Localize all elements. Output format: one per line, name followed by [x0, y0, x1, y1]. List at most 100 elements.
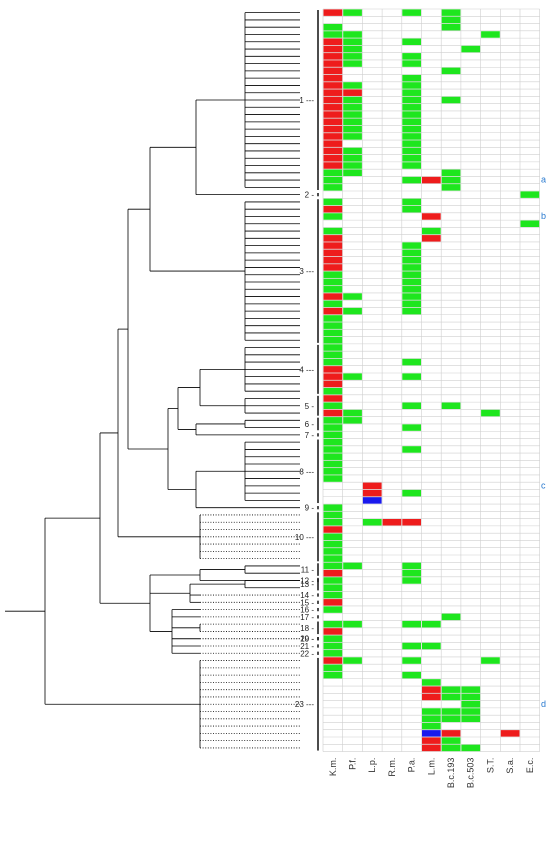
- heatmap-cell: [323, 584, 343, 591]
- heatmap-cell: [441, 16, 461, 24]
- heatmap-cell: [323, 38, 343, 45]
- heatmap-cell: [323, 242, 343, 249]
- heatmap-cell: [402, 111, 421, 118]
- heatmap-cell: [323, 591, 343, 599]
- heatmap-cell: [323, 424, 343, 431]
- heatmap-cell: [441, 737, 461, 744]
- heatmap-cell: [323, 562, 343, 570]
- heatmap-cell: [323, 650, 343, 657]
- heatmap-cell: [402, 271, 421, 278]
- heatmap-cell: [520, 220, 540, 227]
- heatmap-cell: [323, 23, 343, 31]
- heatmap-grid: [322, 8, 541, 752]
- heatmap-cell: [481, 657, 500, 664]
- heatmap-cell: [461, 686, 481, 693]
- heatmap-cell: [343, 169, 362, 177]
- heatmap-cell: [323, 671, 343, 679]
- heatmap-cell: [323, 169, 343, 177]
- heatmap-cell: [461, 715, 481, 723]
- heatmap-cell: [323, 198, 343, 206]
- heatmap-cell: [402, 162, 421, 169]
- heatmap-cell: [441, 708, 461, 715]
- heatmap-cell: [422, 730, 441, 737]
- heatmap-cell: [461, 45, 481, 53]
- heatmap-cell: [323, 74, 343, 82]
- heatmap-cell: [323, 664, 343, 672]
- heatmap-cell: [323, 344, 343, 351]
- heatmap-cell: [422, 744, 441, 752]
- heatmap-cell: [422, 693, 441, 701]
- heatmap-cell: [362, 497, 382, 504]
- heatmap-cell: [323, 125, 343, 133]
- heatmap-cell: [323, 9, 343, 16]
- heatmap-cell: [461, 693, 481, 701]
- heatmap-cell: [323, 147, 343, 155]
- heatmap-cell: [441, 184, 461, 191]
- heatmap-cell: [402, 155, 421, 162]
- heatmap-cell: [343, 155, 362, 162]
- heatmap-cell: [343, 162, 362, 169]
- heatmap-cell: [323, 82, 343, 89]
- heatmap-cell: [323, 286, 343, 293]
- heatmap-cell: [402, 264, 421, 271]
- heatmap-cell: [323, 657, 343, 664]
- heatmap-cell: [323, 104, 343, 111]
- heatmap-cell: [343, 53, 362, 60]
- heatmap-cell: [441, 730, 461, 737]
- column-header: S.T.: [485, 758, 495, 774]
- heatmap-cell: [343, 96, 362, 104]
- heatmap-cell: [323, 519, 343, 526]
- cluster-label: 8 ---: [299, 467, 314, 476]
- column-header: P.f.: [348, 758, 358, 770]
- side-label: d: [541, 699, 546, 709]
- heatmap-cell: [343, 133, 362, 140]
- heatmap-cell: [323, 235, 343, 242]
- cluster-label: 23 ---: [295, 700, 314, 709]
- heatmap-cell: [323, 620, 343, 628]
- heatmap-cell: [441, 693, 461, 701]
- cluster-label: 20 -: [300, 635, 314, 644]
- heatmap-cell: [323, 577, 343, 584]
- heatmap-cell: [402, 293, 421, 300]
- heatmap-cell: [343, 104, 362, 111]
- heatmap-cell: [323, 569, 343, 577]
- heatmap-cell: [323, 300, 343, 308]
- heatmap-cell: [323, 526, 343, 533]
- heatmap-cell: [402, 256, 421, 264]
- heatmap-cell: [343, 31, 362, 38]
- heatmap-cell: [343, 657, 362, 664]
- heatmap-cell: [343, 307, 362, 315]
- cluster-label: 2 -: [305, 191, 315, 200]
- column-header: L.p.: [367, 758, 377, 773]
- heatmap-cell: [422, 642, 441, 650]
- heatmap-cell: [422, 679, 441, 686]
- heatmap-cell: [402, 118, 421, 126]
- heatmap-cell: [402, 489, 421, 497]
- heatmap-cell: [441, 96, 461, 104]
- heatmap-cell: [323, 162, 343, 169]
- side-label: c: [541, 480, 546, 490]
- heatmap-cell: [402, 519, 421, 526]
- heatmap-cell: [323, 278, 343, 286]
- heatmap-cell: [402, 60, 421, 67]
- side-label: a: [541, 175, 546, 185]
- heatmap-cell: [323, 373, 343, 380]
- heatmap-cell: [402, 402, 421, 409]
- heatmap-cell: [402, 176, 421, 184]
- heatmap-cell: [343, 38, 362, 45]
- cluster-label: 21 -: [300, 642, 314, 651]
- heatmap-cell: [323, 155, 343, 162]
- heatmap-cell: [402, 249, 421, 257]
- heatmap-cell: [402, 286, 421, 293]
- heatmap-cell: [362, 482, 382, 490]
- heatmap-cell: [441, 23, 461, 31]
- cluster-label: 10 ---: [295, 533, 314, 542]
- heatmap-cell: [402, 307, 421, 315]
- heatmap-cell: [402, 278, 421, 286]
- heatmap-cell: [402, 74, 421, 82]
- heatmap-cell: [402, 620, 421, 628]
- cluster-label: 6 -: [305, 420, 315, 429]
- heatmap-cell: [323, 31, 343, 38]
- heatmap-cell: [402, 577, 421, 584]
